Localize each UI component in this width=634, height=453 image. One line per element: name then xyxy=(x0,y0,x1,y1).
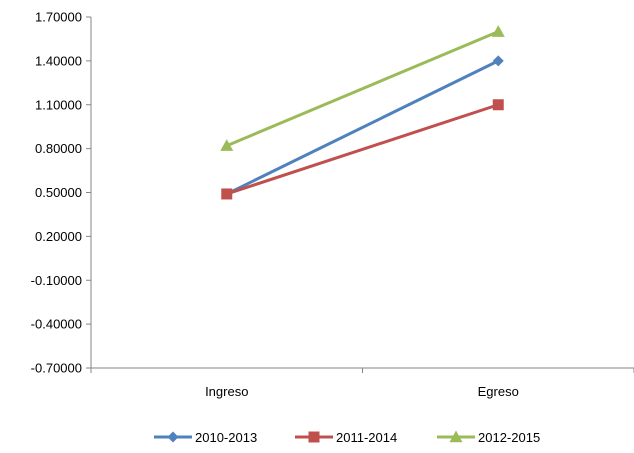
series-line xyxy=(226,103,499,196)
series-2011-2014 xyxy=(221,99,504,200)
y-tick-label: 0.50000 xyxy=(35,185,82,200)
data-point-square xyxy=(492,99,504,111)
legend-label: 2010-2013 xyxy=(195,430,257,445)
series-layer xyxy=(220,25,505,200)
data-point-diamond xyxy=(492,55,504,67)
legend-label: 2011-2014 xyxy=(336,430,397,445)
y-axis-ticks: 1.70000 1.40000 1.10000 0.80000 0.50000 0.200… xyxy=(31,10,91,376)
y-tick-label: 1.70000 xyxy=(35,10,82,25)
x-category-label: Egreso xyxy=(478,384,519,399)
data-point-triangle xyxy=(491,25,505,37)
legend-marker-square xyxy=(308,431,320,443)
x-axis-labels: Ingreso Egreso xyxy=(90,368,634,399)
y-tick-label: 1.10000 xyxy=(35,97,82,112)
x-category-label: Ingreso xyxy=(205,384,248,399)
y-tick-label: 1.40000 xyxy=(35,53,82,68)
legend-entry: 2012-2015 xyxy=(437,430,540,445)
legend-label: 2012-2015 xyxy=(478,430,540,445)
series-line xyxy=(226,30,499,148)
series-2010-2013 xyxy=(221,55,504,200)
data-point-square xyxy=(221,188,233,200)
y-tick-label: 0.20000 xyxy=(35,229,82,244)
y-tick-label: 0.80000 xyxy=(35,141,82,156)
y-tick-label: -0.10000 xyxy=(31,273,82,288)
legend-entry: 2011-2014 xyxy=(295,430,397,445)
axes xyxy=(90,17,634,369)
data-point-triangle xyxy=(220,139,234,151)
legend-marker-triangle xyxy=(449,430,463,443)
legend-entry: 2010-2013 xyxy=(154,430,257,445)
y-tick-label: -0.40000 xyxy=(31,317,82,332)
series-2012-2015 xyxy=(220,25,505,151)
series-line xyxy=(226,59,499,196)
y-tick-label: -0.70000 xyxy=(31,361,82,376)
legend: 2010-2013 2011-2014 2012-2015 xyxy=(154,430,540,445)
legend-marker-diamond xyxy=(167,431,179,443)
